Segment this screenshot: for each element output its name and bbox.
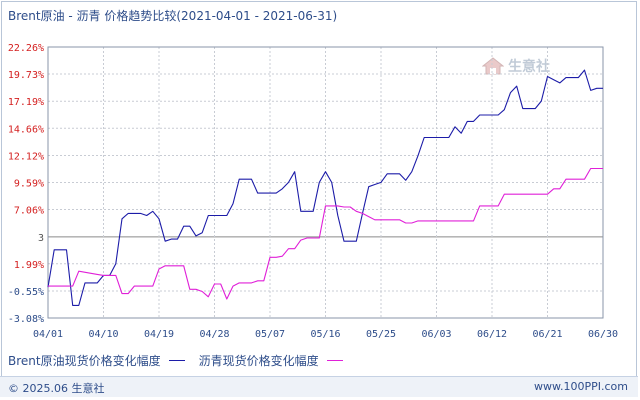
- y-tick-label: -0.55%: [8, 287, 44, 298]
- y-tick-label: 12.12%: [8, 151, 44, 162]
- x-tick-label: 05/16: [310, 329, 340, 340]
- series-lines: [47, 69, 603, 306]
- y-tick-label: -3.08%: [8, 314, 44, 325]
- legend: Brent原油现货价格变化幅度 沥青现货价格变化幅度: [8, 352, 357, 369]
- legend-swatch-asphalt: [326, 360, 343, 361]
- y-tick-label: 19.73%: [8, 70, 44, 81]
- x-tick-label: 05/07: [255, 329, 285, 340]
- y-tick-label: 1.99%: [14, 260, 44, 271]
- y-tick-label: 22.26%: [8, 43, 44, 54]
- y-tick-label: 9.59%: [14, 179, 44, 190]
- plot-border: [47, 46, 604, 319]
- x-tick-label: 06/21: [532, 329, 562, 340]
- x-tick-label: 04/28: [199, 329, 229, 340]
- copyright-text: © 2025.06 生意社: [8, 382, 105, 395]
- y-tick-label: 3: [38, 233, 44, 244]
- chart-title: Brent原油 - 沥青 价格趋势比较(2021-04-01 - 2021-06…: [8, 9, 338, 23]
- y-tick-labels: 22.26% 19.73% 17.19% 14.66% 12.12% 9.59% 7.06%…: [8, 43, 44, 325]
- x-tick-labels: 04/01 04/10 04/19 04/28 05/07 05/16 05/25 06/03…: [33, 329, 618, 340]
- legend-label-asphalt: 沥青现货价格变化幅度: [198, 354, 319, 368]
- site-link[interactable]: www.100PPI.com: [534, 380, 628, 393]
- x-tick-label: 06/30: [588, 329, 618, 340]
- series-line-0: [47, 69, 603, 306]
- axes: [47, 46, 604, 319]
- watermark-text: 生意社: [508, 59, 550, 75]
- x-tick-label: 04/01: [33, 329, 63, 340]
- legend-item-brent: Brent原油现货价格变化幅度: [8, 352, 185, 369]
- x-tick-label: 04/10: [88, 329, 118, 340]
- y-tick-label: 7.06%: [14, 206, 44, 217]
- legend-label-brent: Brent原油现货价格变化幅度: [8, 354, 161, 368]
- x-tick-label: 05/25: [366, 329, 396, 340]
- footer-bar: © 2025.06 生意社 www.100PPI.com: [0, 376, 638, 397]
- legend-swatch-brent: [168, 360, 185, 361]
- x-tick-label: 06/12: [477, 329, 507, 340]
- series-line-1: [48, 167, 603, 300]
- x-tick-label: 06/03: [421, 329, 451, 340]
- y-tick-label: 14.66%: [8, 124, 44, 135]
- x-tick-label: 04/19: [144, 329, 174, 340]
- y-tick-label: 17.19%: [8, 97, 44, 108]
- grid-lines: [47, 46, 604, 319]
- legend-item-asphalt: 沥青现货价格变化幅度: [199, 352, 343, 369]
